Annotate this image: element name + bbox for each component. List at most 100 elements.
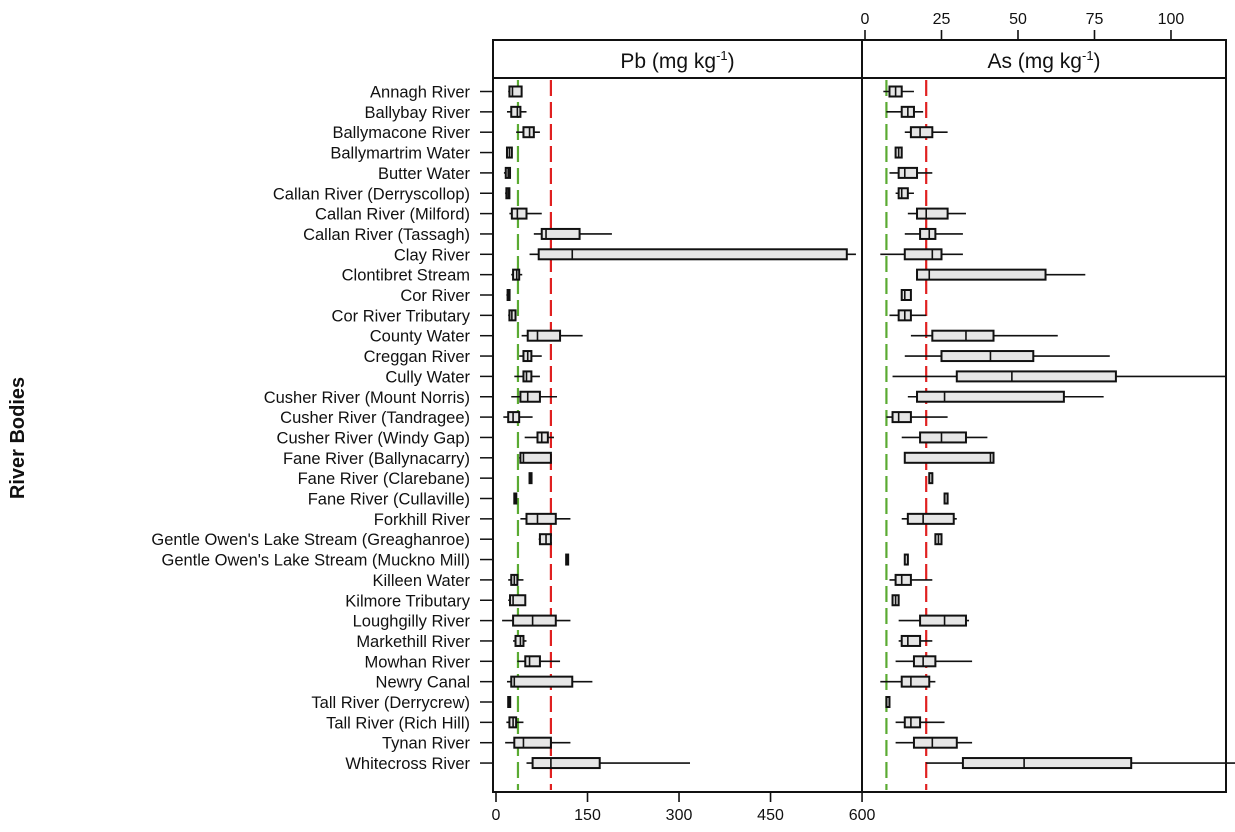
box-As <box>895 736 973 749</box>
box-Pb <box>508 85 523 98</box>
box-As <box>886 105 924 118</box>
box-iqr <box>919 227 937 240</box>
box-iqr <box>897 187 909 200</box>
panel-title-Pb: Pb (mg kg-1) <box>620 48 734 73</box>
box-Pb <box>538 533 552 546</box>
category-label: Tall River (Derrycrew) <box>311 694 470 712</box>
axes: 0 150 300 450 600 0 25 50 75 100 <box>492 11 1185 824</box>
category-label: Forkhill River <box>374 511 471 529</box>
box-iqr <box>919 431 967 444</box>
box-As <box>898 614 970 627</box>
box-Pb <box>524 431 554 444</box>
box-Pb <box>511 268 523 281</box>
x-tick-label: 450 <box>757 807 784 824</box>
box-Pb <box>505 736 571 749</box>
box-Pb <box>508 594 527 607</box>
category-label: Cully Water <box>385 368 470 386</box>
category-label: Loughgilly River <box>353 613 471 631</box>
x-tick-label: 600 <box>849 807 876 824</box>
category-label: Kilmore Tributary <box>345 592 470 610</box>
box-Pb <box>517 655 561 668</box>
category-label: Markethill River <box>356 633 470 651</box>
box-Pb <box>506 105 527 118</box>
box-Pb <box>514 370 540 383</box>
box-Pb <box>507 696 512 708</box>
box-iqr <box>916 390 1065 403</box>
box-Pb <box>508 309 517 322</box>
box-Pb <box>503 166 512 179</box>
box-iqr <box>513 736 552 749</box>
category-label: Clay River <box>394 246 471 264</box>
box-iqr <box>522 370 533 383</box>
box-iqr <box>514 634 525 647</box>
box-iqr <box>519 451 552 464</box>
box-iqr <box>510 207 528 220</box>
box-iqr <box>509 594 527 607</box>
category-label: Tynan River <box>382 735 471 753</box>
box-iqr <box>512 614 557 627</box>
box-As <box>934 533 943 546</box>
box-Pb <box>511 390 558 403</box>
box-As <box>886 411 948 424</box>
box-Pb <box>519 350 542 363</box>
box-As <box>892 370 1227 383</box>
box-iqr <box>931 329 995 342</box>
box-Pb <box>509 207 542 220</box>
category-label: Mowhan River <box>365 653 471 671</box>
panel-frames: Pb (mg kg-1) As (mg kg-1) <box>492 39 1227 793</box>
box-iqr <box>536 431 549 444</box>
box-iqr <box>522 126 535 139</box>
box-As <box>901 512 957 525</box>
box-iqr <box>900 675 931 688</box>
box-Pb <box>513 492 518 505</box>
box-As <box>889 166 933 179</box>
box-As <box>910 329 1058 342</box>
category-label: Tall River (Rich Hill) <box>326 714 470 732</box>
category-label: Gentle Owen's Lake Stream (Muckno Mill) <box>161 552 470 570</box>
box-iqr <box>940 350 1035 363</box>
box-Pb <box>516 126 540 139</box>
category-label: Annagh River <box>370 84 470 102</box>
box-Pb <box>520 512 571 525</box>
box-As <box>926 757 1235 770</box>
box-As <box>894 146 903 159</box>
x-tick-label: 0 <box>861 11 870 28</box>
x-tick-label: 150 <box>574 807 601 824</box>
box-As <box>885 696 891 708</box>
box-As <box>916 268 1086 281</box>
category-label: Creggan River <box>364 348 471 366</box>
category-labels: Annagh River Ballybay River Ballymacone Ri… <box>151 84 493 773</box>
box-iqr <box>891 411 912 424</box>
box-Pb <box>506 289 511 301</box>
box-As <box>901 431 988 444</box>
category-label: Cor River <box>400 287 470 305</box>
box-iqr <box>903 716 922 729</box>
box-As <box>898 634 933 647</box>
box-iqr <box>531 757 601 770</box>
box-Pb <box>519 451 552 464</box>
box-iqr <box>912 655 937 668</box>
category-label: Cor River Tributary <box>332 307 471 325</box>
panel-strip-Pb <box>492 39 863 79</box>
box-iqr <box>903 451 995 464</box>
box-Pb <box>508 573 524 586</box>
box-As <box>883 85 914 98</box>
box-marks <box>502 85 1235 770</box>
box-iqr <box>510 675 574 688</box>
box-iqr <box>524 655 541 668</box>
box-Pb <box>513 634 527 647</box>
box-As <box>904 126 948 139</box>
category-label: County Water <box>370 328 471 346</box>
box-Pb <box>526 757 691 770</box>
box-iqr <box>906 512 955 525</box>
box-As <box>880 675 936 688</box>
box-iqr <box>540 227 581 240</box>
box-Pb <box>506 675 593 688</box>
box-As <box>928 472 934 485</box>
box-iqr <box>526 329 562 342</box>
box-As <box>891 594 900 607</box>
box-Pb <box>529 248 856 261</box>
category-label: Killeen Water <box>372 572 470 590</box>
box-As <box>900 289 912 301</box>
